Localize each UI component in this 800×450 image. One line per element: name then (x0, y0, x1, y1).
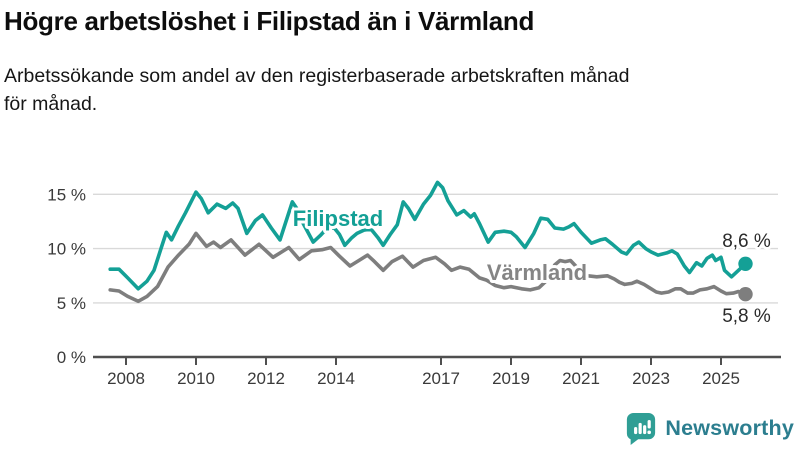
y-axis-tick-label: 15 % (47, 185, 86, 204)
x-axis-tick-label: 2014 (317, 369, 355, 388)
x-axis-tick-label: 2025 (702, 369, 740, 388)
y-axis-tick-label: 5 % (57, 294, 86, 313)
filipstad-line-label: Filipstad (293, 206, 383, 231)
end-value-labels: 8,6 % 5,8 % (720, 228, 774, 329)
x-axis-tick-labels: 2008 2010 2012 2014 2017 2019 2021 2023 2025 (107, 369, 740, 388)
chart-title: Högre arbetslöshet i Filipstad än i Värm… (4, 6, 535, 36)
subtitle-line2: för månad. (4, 93, 98, 115)
newsworthy-logo[interactable]: Newsworthy (625, 411, 794, 445)
y-axis-tick-labels: 0 % 5 % 10 % 15 % (47, 185, 86, 367)
x-axis-tick-label: 2012 (247, 369, 285, 388)
chart-subtitle: Arbetssökande som andel av den registerb… (4, 62, 794, 118)
newsworthy-wordmark: Newsworthy (665, 415, 794, 440)
x-axis-tick-label: 2010 (177, 369, 215, 388)
varmland-line-label: Värmland (487, 260, 587, 285)
series-end-dots (738, 256, 753, 302)
x-axis-tick-label: 2017 (422, 369, 460, 388)
y-axis-tick-label: 10 % (47, 240, 86, 259)
x-axis-tick-label: 2019 (492, 369, 530, 388)
y-axis-tick-label: 0 % (57, 348, 86, 367)
gridlines (93, 193, 778, 304)
filipstad-end-value-label: 8,6 % (722, 231, 771, 252)
newsworthy-icon (627, 412, 656, 445)
x-axis-tick-label: 2023 (632, 369, 670, 388)
x-axis (93, 355, 781, 365)
x-axis-tick-label: 2008 (107, 369, 145, 388)
x-axis-tick-label: 2021 (562, 369, 600, 388)
filipstad-line (108, 180, 748, 291)
varmland-end-value-label: 5,8 % (722, 306, 771, 327)
varmland-end-dot (738, 287, 753, 302)
filipstad-end-dot (738, 256, 753, 272)
subtitle-line1: Arbetssökande som andel av den registerb… (4, 65, 630, 87)
series-inline-labels: Filipstad Värmland (290, 203, 590, 288)
series-lines (108, 180, 748, 304)
varmland-line (108, 231, 748, 304)
bar-chart-glyph (634, 420, 652, 435)
